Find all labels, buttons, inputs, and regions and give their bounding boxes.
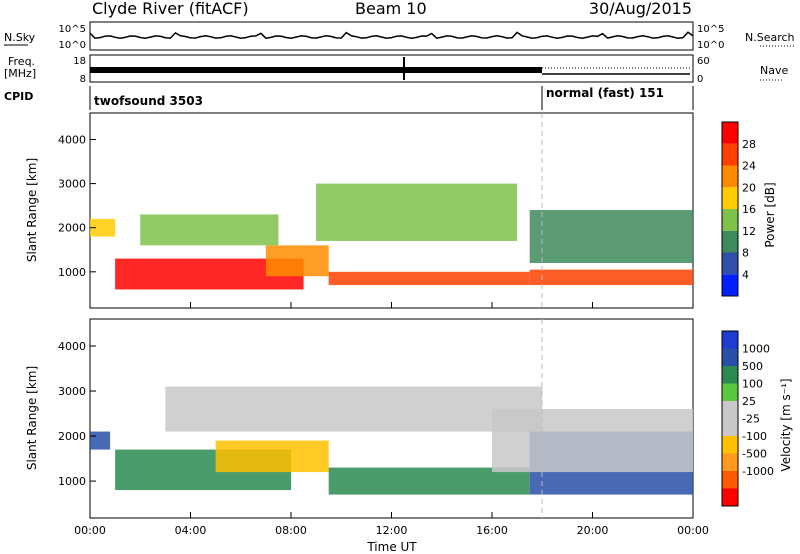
power-region-3 [529,269,693,286]
power-region-6 [316,183,518,241]
velocity-colorbar-swatch [722,348,738,366]
date-label: 30/Aug/2015 [589,0,692,18]
time-axis-label: Time UT [366,540,417,554]
nave-label: Nave [760,64,788,77]
freq-label-line2: [MHz] [4,67,36,80]
cpid-segment-2: normal (fast) 151 [546,86,664,100]
velocity-colorbar-swatch [722,488,738,506]
power-ytick-label: 1000 [58,266,86,279]
power-colorbar: 4 8 12 16 20 24 28 [721,121,756,297]
power-colorbar-swatch [722,187,738,209]
velocity-ytick-label: 1000 [58,475,86,488]
velocity-xtick-label: 12:00 [376,524,408,537]
power-colorbar-tick: 28 [742,138,756,151]
power-colorbar-label: Power [dB] [763,182,777,247]
velocity-colorbar-swatch [722,401,738,419]
power-region-1 [265,245,329,277]
velocity-colorbar-swatch [722,453,738,471]
cpid-label: CPID [4,90,33,103]
velocity-colorbar-label: Velocity [m s⁻¹] [779,378,793,471]
power-colorbar-frame [721,121,739,297]
power-region-4 [90,218,116,237]
freq-tick-top: 18 [73,56,86,67]
velocity-ylabel: Slant Range [km] [25,366,39,470]
velocity-data [90,386,693,495]
velocity-xtick-label: 04:00 [175,524,207,537]
power-colorbar-tick: 24 [742,160,756,173]
velocity-colorbar-tick: -1000 [742,465,774,478]
nsky-tick-top: 10^5 [59,24,86,35]
velocity-xtick-label: 20:00 [577,524,609,537]
power-colorbar-swatch [722,230,738,253]
velocity-colorbar-tick: -25 [742,413,760,426]
power-colorbar-swatch [722,165,738,188]
nsky-tick-bottom: 10^0 [59,40,86,51]
velocity-ytick-label: 2000 [58,430,86,443]
freq-band [90,67,542,73]
power-colorbar-swatch [722,143,738,166]
velocity-xtick-label: 08:00 [275,524,307,537]
velocity-colorbar-frame [721,330,739,507]
station-title: Clyde River (fitACF) [92,0,249,18]
power-colorbar-swatch [722,252,738,275]
velocity-xtick-label: 00:00 [74,524,106,537]
nave-tick-top: 60 [697,56,710,67]
velocity-region-6 [492,409,693,473]
power-colorbar-tick: 20 [742,181,756,194]
power-region-2 [328,271,530,286]
power-ylabel: Slant Range [km] [25,158,39,262]
velocity-region-0 [90,431,111,450]
velocity-xtick-label: 00:00 [677,524,709,537]
velocity-colorbar-swatch [722,436,738,454]
velocity-colorbar-swatch [722,383,738,401]
velocity-colorbar-swatch [722,471,738,489]
power-colorbar-tick: 8 [742,247,749,260]
velocity-colorbar-swatch [722,331,738,349]
nave-tick-bottom: 0 [697,74,703,85]
velocity-colorbar-tick: 100 [742,378,763,391]
velocity-colorbar-tick: -500 [742,448,767,461]
power-ytick-label: 2000 [58,222,86,235]
power-panel: 1000 2000 3000 4000 Slant Range [km] [25,112,694,309]
velocity-axes: 1000 2000 3000 4000 00:00 04:00 08:00 12:00 16:0… [58,340,709,537]
power-colorbar-swatch [722,209,738,231]
power-colorbar-tick: 12 [742,225,756,238]
velocity-colorbar-swatch [722,366,738,384]
nsearch-tick-top: 10^5 [697,24,724,35]
velocity-panel: 1000 2000 3000 4000 00:00 04:00 08:00 12:00 16:0… [25,318,709,554]
velocity-region-4 [165,386,543,432]
cpid-segment-1: twofsound 3503 [94,94,203,108]
power-data [90,183,693,290]
freq-tick-bottom: 8 [80,74,86,85]
noise-trace [89,31,694,40]
nsearch-label: N.Search [745,31,795,44]
velocity-region-2 [215,440,329,473]
power-colorbar-tick: 16 [742,203,756,216]
velocity-colorbar-tick: 500 [742,360,763,373]
velocity-ytick-label: 3000 [58,385,86,398]
power-ytick-label: 3000 [58,178,86,191]
nsky-label: N.Sky [4,31,36,44]
power-colorbar-swatch [722,122,738,144]
power-colorbar-tick: 4 [742,268,749,281]
power-colorbar-swatch [722,274,738,296]
beam-label: Beam 10 [355,0,427,18]
velocity-colorbar-tick: 1000 [742,343,770,356]
power-region-7 [529,210,693,263]
velocity-ytick-label: 4000 [58,340,86,353]
power-ytick-label: 4000 [58,133,86,146]
power-axes: 1000 2000 3000 4000 [58,133,694,308]
velocity-xtick-label: 16:00 [476,524,508,537]
velocity-colorbar-tick: 25 [742,395,756,408]
velocity-colorbar-tick: -100 [742,430,767,443]
velocity-colorbar: 1000 500 100 25 -25 -100 -500 -1000 [721,330,774,507]
freq-label-line1: Freq. [8,55,35,68]
velocity-colorbar-swatch [722,418,738,436]
noise-strip-frame [89,21,694,51]
nsearch-tick-bottom: 10^0 [697,40,724,51]
power-region-5 [140,214,279,246]
